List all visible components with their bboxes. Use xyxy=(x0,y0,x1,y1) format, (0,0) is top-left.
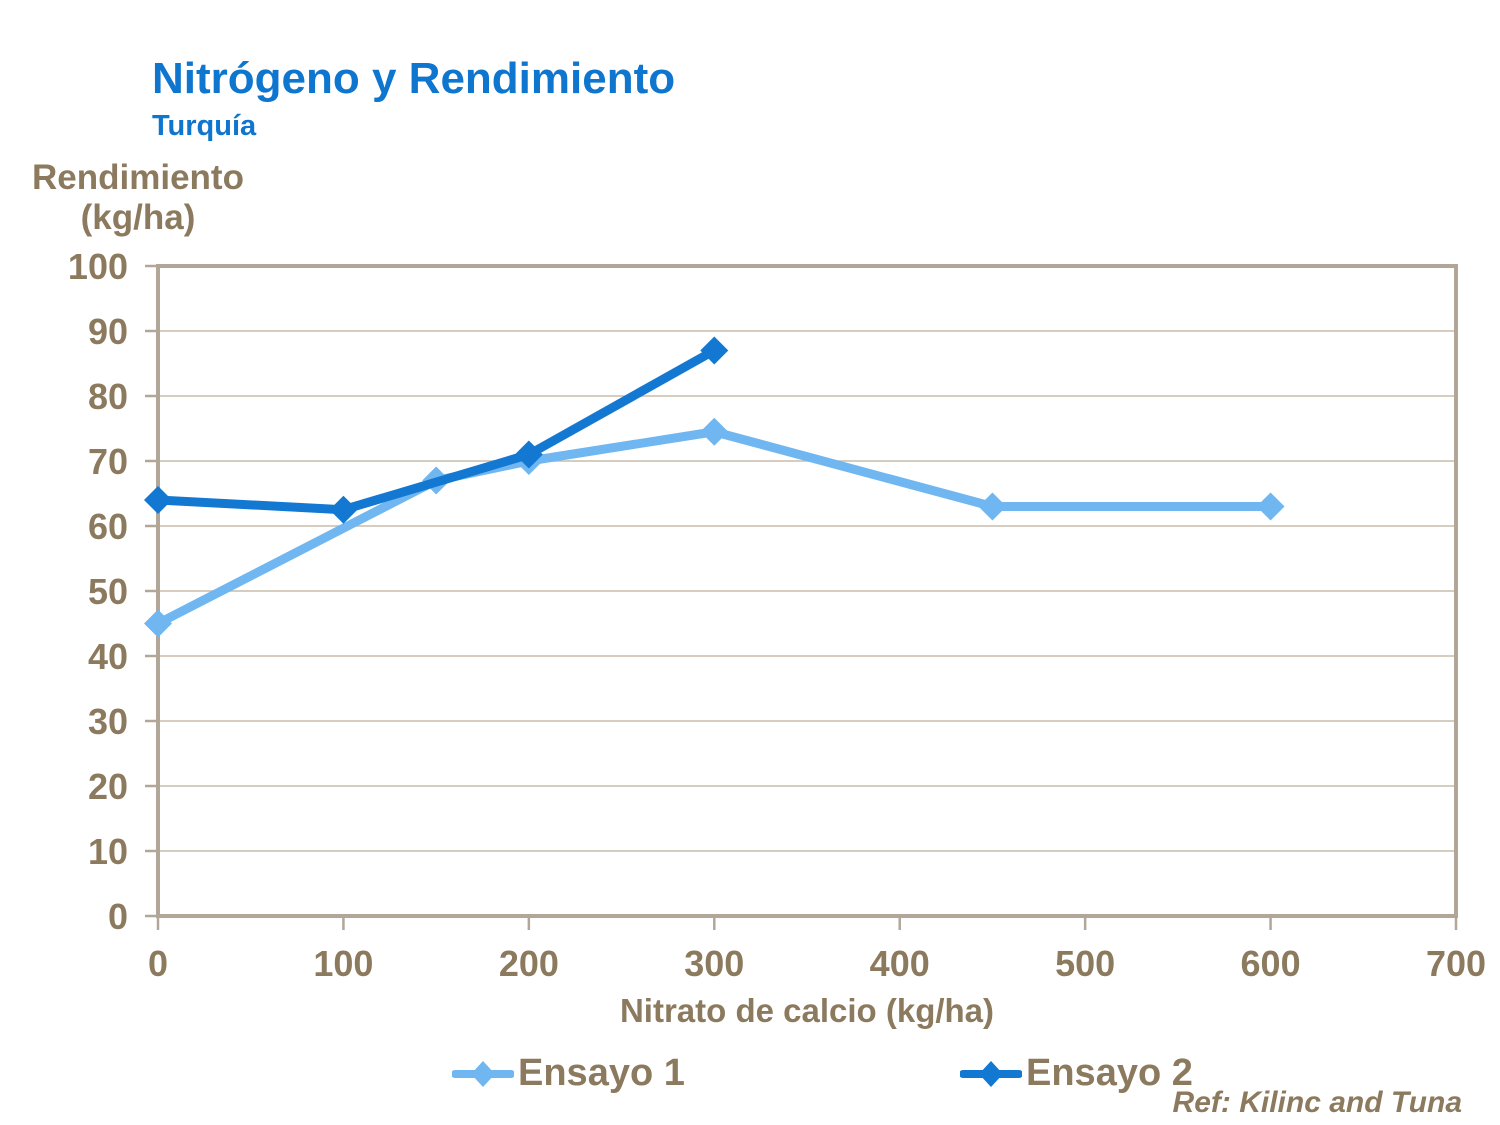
data-point-series-1 xyxy=(700,417,729,446)
legend-item-ensayo-1: Ensayo 1 xyxy=(452,1052,685,1095)
series-2-marker-icon xyxy=(960,1060,1022,1087)
y-tick-label-100: 100 xyxy=(68,246,128,287)
y-tick-label-40: 40 xyxy=(88,636,128,677)
legend: Ensayo 1 Ensayo 2 xyxy=(0,1052,1500,1104)
x-tick-label-600: 600 xyxy=(1241,943,1301,984)
x-tick-label-0: 0 xyxy=(148,943,168,984)
data-point-series-2 xyxy=(514,440,543,469)
y-axis-title: Rendimiento (kg/ha) xyxy=(18,158,258,239)
data-point-series-1 xyxy=(978,492,1007,521)
plot-border xyxy=(156,264,1458,918)
x-tick-label-500: 500 xyxy=(1055,943,1115,984)
x-tick-label-300: 300 xyxy=(684,943,744,984)
y-tick-label-60: 60 xyxy=(88,506,128,547)
y-tick-label-80: 80 xyxy=(88,376,128,417)
x-tick-label-400: 400 xyxy=(870,943,930,984)
chart-title: Nitrógeno y Rendimiento xyxy=(152,54,676,103)
data-point-series-2 xyxy=(329,495,358,524)
series-line-2 xyxy=(153,346,719,515)
y-axis-title-line1: Rendimiento xyxy=(32,158,244,197)
legend-item-ensayo-2: Ensayo 2 xyxy=(960,1052,1193,1095)
chart-subtitle: Turquía xyxy=(152,110,257,142)
data-point-series-2 xyxy=(144,486,172,514)
y-tick-label-50: 50 xyxy=(88,571,128,612)
x-tick-label-200: 200 xyxy=(499,943,559,984)
series-line-1 xyxy=(153,427,1276,628)
x-tick-label-100: 100 xyxy=(313,943,373,984)
y-tick-label-10: 10 xyxy=(88,831,128,872)
y-tick-label-70: 70 xyxy=(88,441,128,482)
x-axis-title: Nitrato de calcio (kg/ha) xyxy=(619,992,995,1029)
y-tick-label-20: 20 xyxy=(88,766,128,807)
legend-label-ensayo-1: Ensayo 1 xyxy=(518,1052,685,1094)
legend-label-ensayo-2: Ensayo 2 xyxy=(1026,1052,1193,1094)
y-axis-title-line2: (kg/ha) xyxy=(80,198,196,238)
data-point-series-1 xyxy=(1256,492,1285,521)
y-tick-label-30: 30 xyxy=(88,701,128,742)
data-point-series-1 xyxy=(144,609,172,638)
y-tick-label-0: 0 xyxy=(108,896,128,937)
x-tick-label-700: 700 xyxy=(1426,943,1486,984)
data-point-series-2 xyxy=(700,336,729,365)
series-1-marker-icon xyxy=(452,1060,514,1087)
reference-note: Ref: Kilinc and Tuna xyxy=(1172,1086,1462,1119)
y-tick-label-90: 90 xyxy=(88,311,128,352)
